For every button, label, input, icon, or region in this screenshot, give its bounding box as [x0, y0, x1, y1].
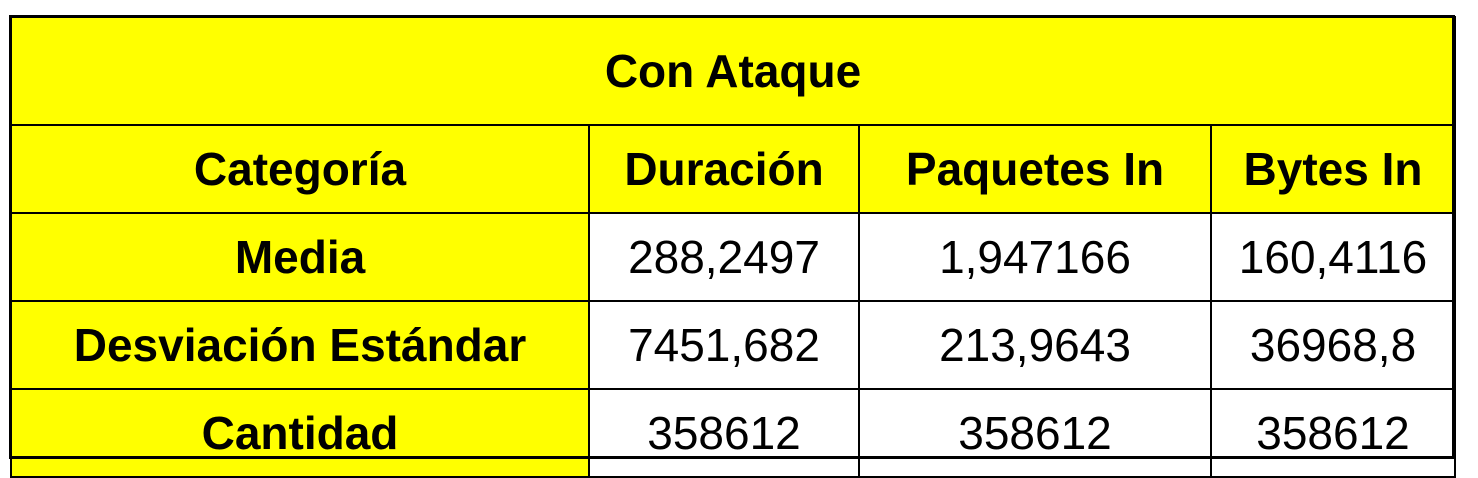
row-label-media: Media: [10, 212, 590, 302]
column-header-duracion: Duración: [588, 124, 860, 214]
cell-cantidad-duracion: 358612: [588, 388, 860, 478]
cell-media-duracion: 288,2497: [588, 212, 860, 302]
cell-media-bytes-in: 160,4116: [1209, 212, 1457, 302]
column-header-bytes-in: Bytes In: [1209, 124, 1457, 214]
row-label-cantidad: Cantidad: [10, 388, 590, 478]
column-header-paquetes-in: Paquetes In: [858, 124, 1212, 214]
cell-desviacion-paquetes-in: 213,9643: [858, 300, 1212, 390]
table-row-desviacion-estandar: Desviación Estándar 7451,682 213,9643 36…: [10, 300, 1457, 390]
cell-desviacion-bytes-in: 36968,8: [1209, 300, 1457, 390]
cell-cantidad-paquetes-in: 358612: [858, 388, 1212, 478]
cell-cantidad-bytes-in: 358612: [1209, 388, 1457, 478]
row-label-desviacion-estandar: Desviación Estándar: [10, 300, 590, 390]
column-header-categoria: Categoría: [10, 124, 590, 214]
cell-desviacion-duracion: 7451,682: [588, 300, 860, 390]
table-row-cantidad: Cantidad 358612 358612 358612: [10, 388, 1457, 478]
cell-media-paquetes-in: 1,947166: [858, 212, 1212, 302]
table-row-media: Media 288,2497 1,947166 160,4116: [10, 212, 1457, 302]
table-title: Con Ataque: [9, 16, 1457, 126]
table-header-row: Categoría Duración Paquetes In Bytes In: [10, 124, 1457, 214]
table-title-row: Con Ataque: [9, 16, 1457, 126]
statistics-table: Con Ataque Categoría Duración Paquetes I…: [9, 16, 1457, 478]
